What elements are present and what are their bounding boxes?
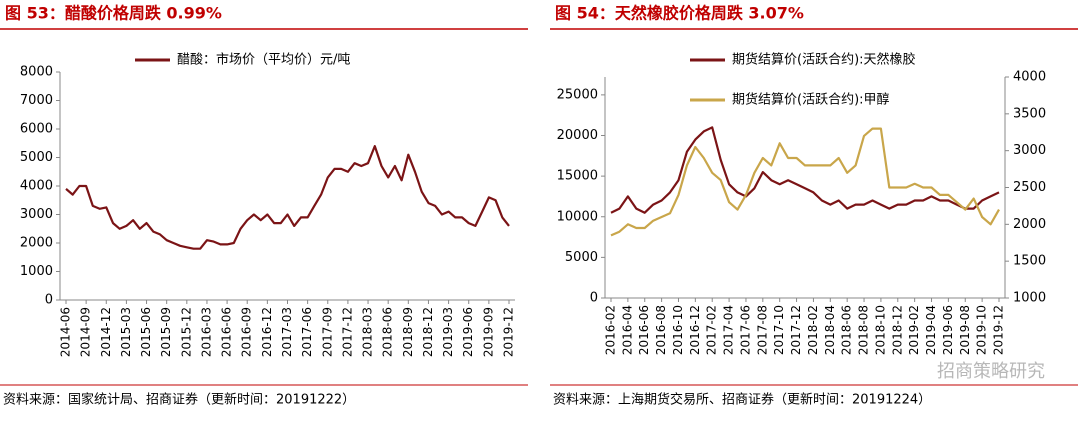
x-tick-label: 2016-12 [688, 305, 702, 355]
x-tick-label: 2019-09 [481, 307, 495, 357]
legend-label: 期货结算价(活跃合约):天然橡胶 [732, 52, 916, 68]
x-tick-label: 2017-06 [738, 305, 752, 355]
x-tick-label: 2019-02 [907, 305, 921, 355]
x-tick-label: 2015-06 [139, 307, 153, 357]
x-tick-label: 2017-04 [722, 305, 736, 355]
x-tick-label: 2019-03 [441, 307, 455, 357]
y2-tick-label: 3000 [1013, 143, 1046, 158]
x-tick-label: 2016-12 [260, 307, 274, 357]
y-tick-label: 8000 [20, 65, 53, 80]
x-tick-label: 2017-03 [280, 307, 294, 357]
y-tick-label: 5000 [565, 250, 598, 265]
x-tick-label: 2018-08 [857, 305, 871, 355]
x-tick-label: 2016-08 [654, 305, 668, 355]
y2-tick-label: 1000 [1013, 291, 1046, 306]
x-tick-label: 2014-09 [79, 307, 93, 357]
source-note: 资料来源：上海期货交易所、招商证券（更新时间：20191224） [553, 392, 931, 408]
watermark: 招商策略研究 [937, 361, 1045, 382]
x-tick-label: 2019-08 [958, 305, 972, 355]
x-tick-label: 2019-12 [502, 307, 516, 357]
x-tick-label: 2014-06 [59, 307, 73, 357]
y-tick-label: 0 [590, 291, 598, 306]
y-tick-label: 4000 [20, 179, 53, 194]
x-tick-label: 2019-10 [975, 305, 989, 355]
x-tick-label: 2018-06 [840, 305, 854, 355]
x-tick-label: 2017-12 [789, 305, 803, 355]
y-tick-label: 7000 [20, 93, 53, 108]
x-tick-label: 2018-12 [421, 307, 435, 357]
y-tick-label: 6000 [20, 122, 53, 137]
x-tick-label: 2017-02 [705, 305, 719, 355]
source-note: 资料来源：国家统计局、招商证券（更新时间：20191222） [3, 392, 355, 408]
x-tick-label: 2018-06 [381, 307, 395, 357]
x-tick-label: 2016-04 [620, 305, 634, 355]
x-tick-label: 2017-06 [300, 307, 314, 357]
y-tick-label: 20000 [557, 128, 598, 143]
x-tick-label: 2015-12 [179, 307, 193, 357]
series-line [65, 145, 510, 250]
chart-title: 图 53：醋酸价格周跌 0.99% [5, 4, 222, 23]
x-tick-label: 2016-09 [240, 307, 254, 357]
y-tick-label: 3000 [20, 207, 53, 222]
y-tick-label: 1000 [20, 264, 53, 279]
x-tick-label: 2019-12 [992, 305, 1006, 355]
x-tick-label: 2016-06 [220, 307, 234, 357]
y2-tick-label: 1500 [1013, 254, 1046, 269]
y-tick-label: 15000 [557, 169, 598, 184]
x-tick-label: 2017-08 [755, 305, 769, 355]
y2-tick-label: 2000 [1013, 217, 1046, 232]
x-tick-label: 2015-03 [119, 307, 133, 357]
x-tick-label: 2017-09 [320, 307, 334, 357]
x-tick-label: 2016-02 [604, 305, 618, 355]
x-tick-label: 2016-03 [199, 307, 213, 357]
y-tick-label: 2000 [20, 236, 53, 251]
legend-label: 期货结算价(活跃合约):甲醇 [732, 92, 890, 108]
series-line [610, 127, 1000, 237]
y-tick-label: 5000 [20, 150, 53, 165]
series-line [610, 126, 1000, 214]
x-tick-label: 2018-09 [401, 307, 415, 357]
y2-tick-label: 4000 [1013, 70, 1046, 85]
x-tick-label: 2015-09 [159, 307, 173, 357]
chart-title: 图 54：天然橡胶价格周跌 3.07% [555, 4, 804, 23]
x-tick-label: 2018-03 [361, 307, 375, 357]
x-tick-label: 2019-06 [941, 305, 955, 355]
x-tick-label: 2018-12 [890, 305, 904, 355]
x-tick-label: 2016-06 [637, 305, 651, 355]
x-tick-label: 2018-04 [823, 305, 837, 355]
x-tick-label: 2018-02 [806, 305, 820, 355]
x-tick-label: 2016-10 [671, 305, 685, 355]
legend-label: 醋酸：市场价（平均价）元/吨 [177, 52, 350, 68]
x-tick-label: 2017-10 [772, 305, 786, 355]
y2-tick-label: 3500 [1013, 106, 1046, 121]
y2-tick-label: 2500 [1013, 180, 1046, 195]
y-tick-label: 25000 [557, 87, 598, 102]
x-tick-label: 2017-12 [340, 307, 354, 357]
x-tick-label: 2019-04 [924, 305, 938, 355]
x-tick-label: 2019-06 [461, 307, 475, 357]
x-tick-label: 2018-10 [873, 305, 887, 355]
y-tick-label: 10000 [557, 209, 598, 224]
y-tick-label: 0 [45, 293, 53, 308]
x-tick-label: 2014-12 [99, 307, 113, 357]
